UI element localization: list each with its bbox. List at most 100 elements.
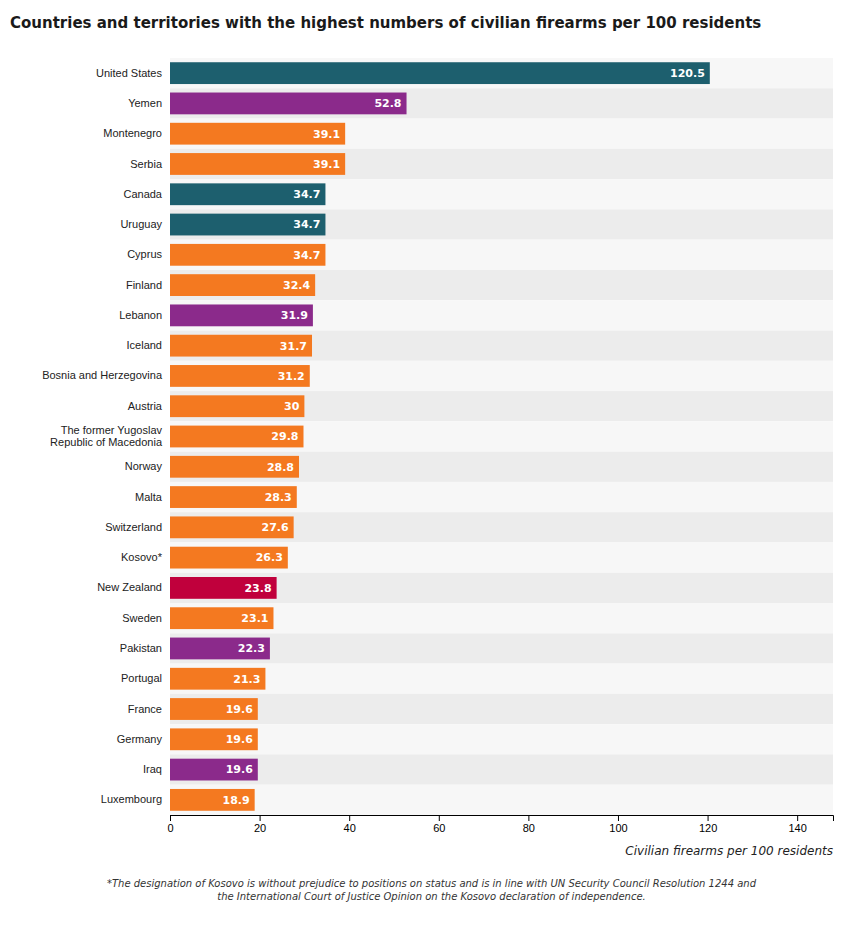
bar (170, 486, 297, 508)
row-stripe (170, 724, 833, 754)
data-label: 30 (284, 400, 300, 413)
bar (170, 244, 325, 266)
x-tick-mark (349, 815, 350, 821)
x-tick: 60 (433, 815, 445, 834)
x-tick-mark (797, 815, 798, 821)
x-tick: 140 (788, 815, 806, 834)
chart: 120.552.839.139.134.734.734.732.431.931.… (0, 0, 863, 927)
data-label: 31.7 (280, 340, 307, 353)
y-tick: Montenegro (103, 127, 162, 139)
x-tick: 120 (699, 815, 717, 834)
y-tick-label: Germany (117, 733, 163, 745)
data-label: 34.7 (293, 188, 320, 201)
x-tick: 100 (609, 815, 627, 834)
y-tick-label: Austria (128, 400, 163, 412)
bar (170, 577, 277, 599)
row-stripe (170, 785, 833, 815)
y-tick-label: Sweden (122, 612, 162, 624)
title: Countries and territories with the highe… (10, 14, 761, 32)
y-tick: Norway (125, 460, 163, 472)
data-label: 34.7 (293, 249, 320, 262)
row-stripe (170, 633, 833, 663)
y-tick-label: Serbia (130, 158, 163, 170)
y-tick: Uruguay (120, 218, 162, 230)
y-tick: The former YugoslavRepublic of Macedonia (50, 424, 163, 448)
data-labels: 120.552.839.139.134.734.734.732.431.931.… (223, 67, 705, 807)
row-stripe (170, 603, 833, 633)
x-tick-label: 0 (167, 822, 173, 834)
y-tick: Cyprus (127, 248, 162, 260)
y-tick: Austria (128, 400, 163, 412)
y-tick: Luxembourg (101, 793, 162, 805)
x-tick-label: 120 (699, 822, 717, 834)
data-label: 52.8 (374, 97, 401, 110)
bar (170, 93, 407, 115)
y-tick: New Zealand (97, 581, 162, 593)
data-label: 39.1 (313, 158, 340, 171)
row-stripe (170, 270, 833, 300)
x-tick-label: 100 (609, 822, 627, 834)
y-tick-label: Luxembourg (101, 793, 162, 805)
bar (170, 335, 312, 357)
data-label: 32.4 (283, 279, 310, 292)
bar (170, 123, 345, 145)
y-tick-label: Iraq (143, 763, 162, 775)
y-tick: Germany (117, 733, 163, 745)
y-axis: United StatesYemenMontenegroSerbiaCanada… (42, 67, 163, 806)
x-axis-line (171, 816, 834, 822)
y-tick: United States (96, 67, 163, 79)
footnote: *The designation of Kosovo is without pr… (107, 878, 757, 902)
row-stripe (170, 58, 833, 88)
row-stripe (170, 482, 833, 512)
bar (170, 153, 345, 175)
x-tick-label: 20 (254, 822, 266, 834)
data-label: 120.5 (670, 67, 705, 80)
y-tick-label: Yemen (128, 97, 162, 109)
bar (170, 395, 304, 417)
y-tick: Portugal (121, 672, 162, 684)
y-tick-label: Lebanon (119, 309, 162, 321)
bar (170, 426, 303, 448)
x-tick-mark (170, 815, 171, 821)
y-tick-label: Finland (126, 279, 162, 291)
x-axis-title: Civilian firearms per 100 residents (625, 844, 833, 858)
x-axis: 020406080100120140 (167, 815, 833, 834)
bar (170, 183, 325, 205)
bar (170, 759, 258, 781)
y-tick-label: Kosovo* (121, 551, 163, 563)
data-label: 19.6 (226, 763, 253, 776)
y-tick-label: Pakistan (120, 642, 162, 654)
bars (170, 62, 710, 811)
bar (170, 668, 265, 690)
x-tick-mark (618, 815, 619, 821)
y-tick: Malta (135, 491, 163, 503)
y-tick-label: The former YugoslavRepublic of Macedonia (50, 424, 163, 448)
bar (170, 274, 315, 296)
x-tick-mark (439, 815, 440, 821)
row-stripe (170, 421, 833, 451)
x-tick: 20 (254, 815, 266, 834)
y-tick: Yemen (128, 97, 162, 109)
x-tick: 40 (344, 815, 356, 834)
data-label: 31.9 (281, 309, 308, 322)
y-tick: Finland (126, 279, 162, 291)
row-stripe (170, 512, 833, 542)
row-stripe (170, 119, 833, 149)
y-tick-label: United States (96, 67, 163, 79)
y-tick-label: Uruguay (120, 218, 162, 230)
y-tick-label: Malta (135, 491, 163, 503)
y-tick-label: Norway (125, 460, 163, 472)
data-label: 21.3 (233, 673, 260, 686)
bar (170, 607, 273, 629)
data-label: 28.3 (265, 491, 292, 504)
y-tick-label: Montenegro (103, 127, 162, 139)
y-tick: Sweden (122, 612, 162, 624)
bar (170, 728, 258, 750)
data-label: 34.7 (293, 218, 320, 231)
bar (170, 304, 313, 326)
x-tick-label: 60 (433, 822, 445, 834)
y-tick: Iraq (143, 763, 162, 775)
row-stripe (170, 300, 833, 330)
row-stripe (170, 331, 833, 361)
x-tick-label: 140 (788, 822, 806, 834)
